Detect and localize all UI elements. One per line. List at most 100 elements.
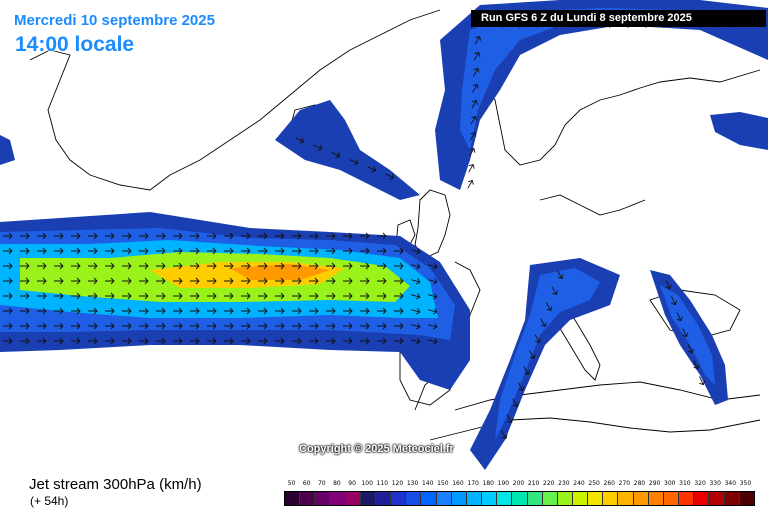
- arrow-icon: [551, 286, 558, 296]
- arrow-icon: [428, 338, 438, 345]
- arrow-icon: [139, 262, 149, 270]
- arrow-icon: [309, 292, 319, 300]
- arrow-icon: [471, 99, 478, 109]
- arrow-icon: [71, 277, 81, 285]
- legend-tick-label: 70: [317, 480, 326, 487]
- legend-swatch: [466, 492, 483, 505]
- scandinavia-coast: [459, 59, 761, 166]
- legend-swatch: [679, 492, 695, 505]
- legend-tick-label: 110: [376, 480, 389, 487]
- legend-tick-label: 120: [391, 480, 404, 487]
- arrow-icon: [309, 307, 319, 315]
- arrow-icon: [343, 277, 353, 285]
- arrow-icon: [360, 262, 370, 270]
- arrow-icon: [37, 337, 47, 345]
- arrow-icon: [139, 322, 149, 330]
- arrow-icon: [3, 307, 13, 315]
- legend-swatch: [694, 492, 710, 505]
- north-jet-weak: [435, 0, 768, 190]
- arrow-icon: [190, 277, 200, 285]
- arrow-icon: [385, 173, 395, 180]
- arrow-icon: [275, 307, 285, 315]
- arrow-icon: [394, 337, 404, 345]
- legend-swatch: [739, 492, 754, 505]
- legend-tick-label: 200: [512, 480, 525, 487]
- arrow-icon: [411, 338, 421, 345]
- arrow-icon: [139, 307, 149, 315]
- parameter-title: Jet stream 300hPa (km/h): [29, 476, 202, 493]
- arrow-icon: [512, 398, 519, 408]
- arrow-icon: [394, 247, 404, 255]
- legend-tick-label: 90: [348, 480, 356, 487]
- arrow-icon: [343, 247, 353, 255]
- arrow-icon: [292, 247, 302, 255]
- arrow-icon: [360, 337, 370, 345]
- arrow-icon: [241, 232, 251, 240]
- arrow-icon: [207, 292, 217, 300]
- arrow-icon: [105, 232, 115, 240]
- baltic-coast: [539, 194, 646, 216]
- arrow-icon: [122, 292, 132, 300]
- arrow-icon: [377, 322, 387, 330]
- legend-tick-label: 130: [406, 480, 419, 487]
- legend-tick-label: 320: [694, 480, 706, 487]
- arrow-icon: [258, 277, 268, 285]
- arrow-icon: [54, 292, 64, 300]
- arrow-icon: [360, 277, 370, 285]
- arrow-icon: [360, 322, 370, 330]
- arrow-icon: [258, 322, 268, 330]
- arrow-icon: [122, 322, 132, 330]
- main-jet-core: [230, 264, 330, 280]
- arrow-icon: [258, 232, 268, 240]
- arrow-icon: [343, 337, 353, 345]
- arrow-icon: [411, 248, 421, 255]
- arrow-icon: [467, 179, 474, 189]
- arrow-icon: [54, 247, 64, 255]
- legend-swatch: [406, 492, 422, 505]
- arrow-icon: [241, 262, 251, 270]
- legend-swatch: [709, 492, 725, 505]
- legend-tick-label: 300: [664, 480, 676, 487]
- arrow-icon: [468, 163, 475, 173]
- arrow-icon: [54, 322, 64, 330]
- legend-tick-label: 50: [287, 480, 296, 487]
- arrow-icon: [54, 307, 64, 315]
- arrow-icon: [224, 232, 234, 240]
- arrow-icon: [473, 51, 481, 61]
- arrow-icon: [190, 322, 200, 330]
- arrow-icon: [156, 277, 166, 285]
- arrow-icon: [105, 307, 115, 315]
- arrow-icon: [671, 296, 678, 306]
- legend-tick-label: 250: [588, 480, 600, 487]
- legend-tick-label: 210: [527, 480, 540, 487]
- arrow-icon: [207, 232, 217, 240]
- arrow-icon: [3, 262, 13, 270]
- legend-swatch: [603, 492, 619, 505]
- arrow-icon: [411, 323, 421, 330]
- arrow-icon: [326, 232, 336, 240]
- arrow-icon: [54, 262, 64, 270]
- arrow-icon: [88, 247, 98, 255]
- legend-swatch: [451, 492, 467, 505]
- arrow-icon: [105, 277, 115, 285]
- arrow-icon: [517, 382, 525, 392]
- alps-jet-moderate: [495, 268, 600, 440]
- arrow-icon: [71, 322, 81, 330]
- arrow-icon: [37, 277, 47, 285]
- arrow-icon: [3, 292, 13, 300]
- arrow-icon: [20, 277, 30, 285]
- arrow-icon: [377, 307, 387, 315]
- arrow-icon: [309, 262, 319, 270]
- arrow-icon: [156, 322, 166, 330]
- arrow-icon: [428, 308, 438, 315]
- arrow-icon: [88, 337, 98, 345]
- arrow-icon: [20, 337, 30, 345]
- arrow-icon: [687, 344, 694, 354]
- valid-time: 14:00 locale: [15, 33, 135, 56]
- legend-swatch: [482, 492, 498, 505]
- arrow-icon: [241, 307, 251, 315]
- legend-swatch: [572, 492, 589, 505]
- jet-stream-map: [0, 0, 768, 470]
- arrow-icon: [540, 318, 547, 328]
- arrow-icon: [241, 277, 251, 285]
